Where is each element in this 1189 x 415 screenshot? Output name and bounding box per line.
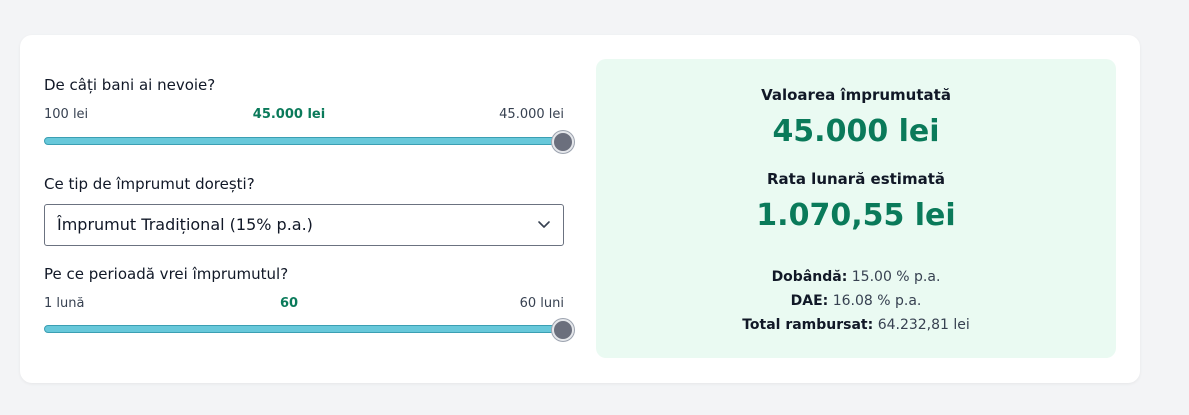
amount-slider[interactable] — [44, 130, 574, 153]
monthly-rate-value: 1.070,55 lei — [756, 198, 956, 233]
loan-calculator-card: De câți bani ai nevoie? 100 lei 45.000 l… — [20, 35, 1140, 383]
total-repaid-value: 64.232,81 lei — [877, 317, 970, 333]
loan-summary-panel: Valoarea împrumutată 45.000 lei Rata lun… — [596, 59, 1116, 358]
period-max-label: 60 luni — [519, 296, 564, 311]
interest-value: 15.00 % p.a. — [851, 269, 941, 285]
amount-max-label: 45.000 lei — [499, 107, 564, 122]
loan-type-selected: Împrumut Tradițional (15% p.a.) — [57, 215, 313, 234]
loan-type-question: Ce tip de împrumut dorești? — [44, 175, 255, 193]
total-repaid-line: Total rambursat: 64.232,81 lei — [596, 317, 1116, 333]
total-repaid-label: Total rambursat: — [742, 317, 874, 333]
amount-slider-track[interactable] — [44, 137, 564, 145]
period-slider-thumb[interactable] — [552, 319, 574, 341]
period-current-value: 60 — [279, 296, 299, 311]
loan-type-select[interactable]: Împrumut Tradițional (15% p.a.) — [44, 204, 564, 246]
period-slider[interactable] — [44, 318, 574, 341]
dae-value: 16.08 % p.a. — [832, 293, 922, 309]
amount-min-label: 100 lei — [44, 107, 89, 122]
dae-line: DAE: 16.08 % p.a. — [596, 293, 1116, 309]
period-min-label: 1 lună — [44, 296, 85, 311]
amount-range-labels: 100 lei 45.000 lei 45.000 lei — [44, 107, 564, 125]
interest-line: Dobândă: 15.00 % p.a. — [596, 269, 1116, 285]
borrowed-amount-value: 45.000 lei — [772, 114, 940, 149]
period-question: Pe ce perioadă vrei împrumutul? — [44, 265, 289, 283]
dae-label: DAE: — [790, 293, 829, 309]
period-slider-track[interactable] — [44, 325, 564, 333]
chevron-down-icon — [538, 221, 550, 228]
amount-current-value: 45.000 lei — [252, 107, 326, 122]
amount-slider-thumb[interactable] — [552, 131, 574, 153]
interest-label: Dobândă: — [771, 269, 848, 285]
monthly-rate-label: Rata lunară estimată — [766, 170, 945, 188]
period-range-labels: 1 lună 60 60 luni — [44, 296, 564, 314]
amount-question: De câți bani ai nevoie? — [44, 76, 216, 94]
borrowed-amount-label: Valoarea împrumutată — [761, 86, 951, 104]
